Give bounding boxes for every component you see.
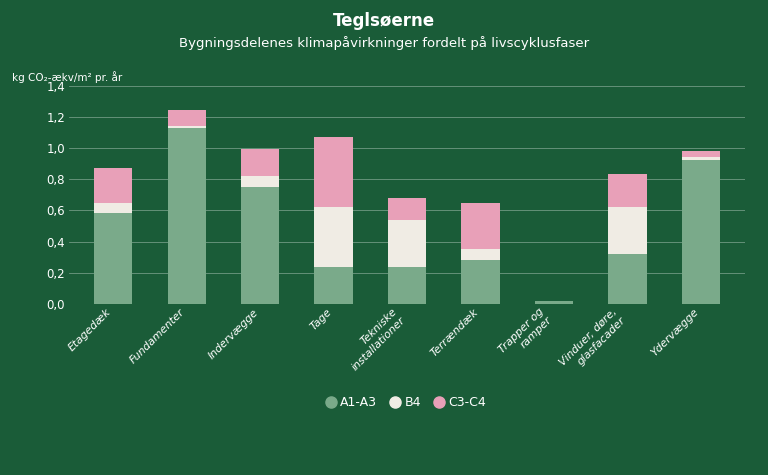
Bar xyxy=(167,128,206,304)
Bar xyxy=(608,254,647,304)
Bar xyxy=(388,266,426,304)
Bar xyxy=(314,207,353,266)
Bar xyxy=(462,249,500,260)
Bar xyxy=(535,301,573,304)
Bar xyxy=(388,220,426,266)
Text: Bygningsdelenes klimapåvirkninger fordelt på livscyklusfaser: Bygningsdelenes klimapåvirkninger fordel… xyxy=(179,36,589,49)
Bar xyxy=(241,187,280,304)
Bar xyxy=(608,174,647,207)
Bar xyxy=(682,151,720,157)
Bar xyxy=(167,111,206,126)
Bar xyxy=(682,161,720,304)
Bar xyxy=(314,266,353,304)
Bar xyxy=(241,176,280,187)
Legend: A1-A3, B4, C3-C4: A1-A3, B4, C3-C4 xyxy=(322,390,492,416)
Bar xyxy=(241,150,280,176)
Bar xyxy=(94,168,132,202)
Bar xyxy=(388,198,426,220)
Bar xyxy=(314,137,353,207)
Bar xyxy=(94,202,132,213)
Bar xyxy=(94,213,132,304)
Text: kg CO₂-ækv/m² pr. år: kg CO₂-ækv/m² pr. år xyxy=(12,71,122,83)
Bar xyxy=(167,126,206,128)
Bar xyxy=(608,207,647,254)
Text: Teglsøerne: Teglsøerne xyxy=(333,12,435,30)
Bar xyxy=(682,157,720,161)
Bar xyxy=(462,260,500,304)
Bar xyxy=(462,202,500,249)
